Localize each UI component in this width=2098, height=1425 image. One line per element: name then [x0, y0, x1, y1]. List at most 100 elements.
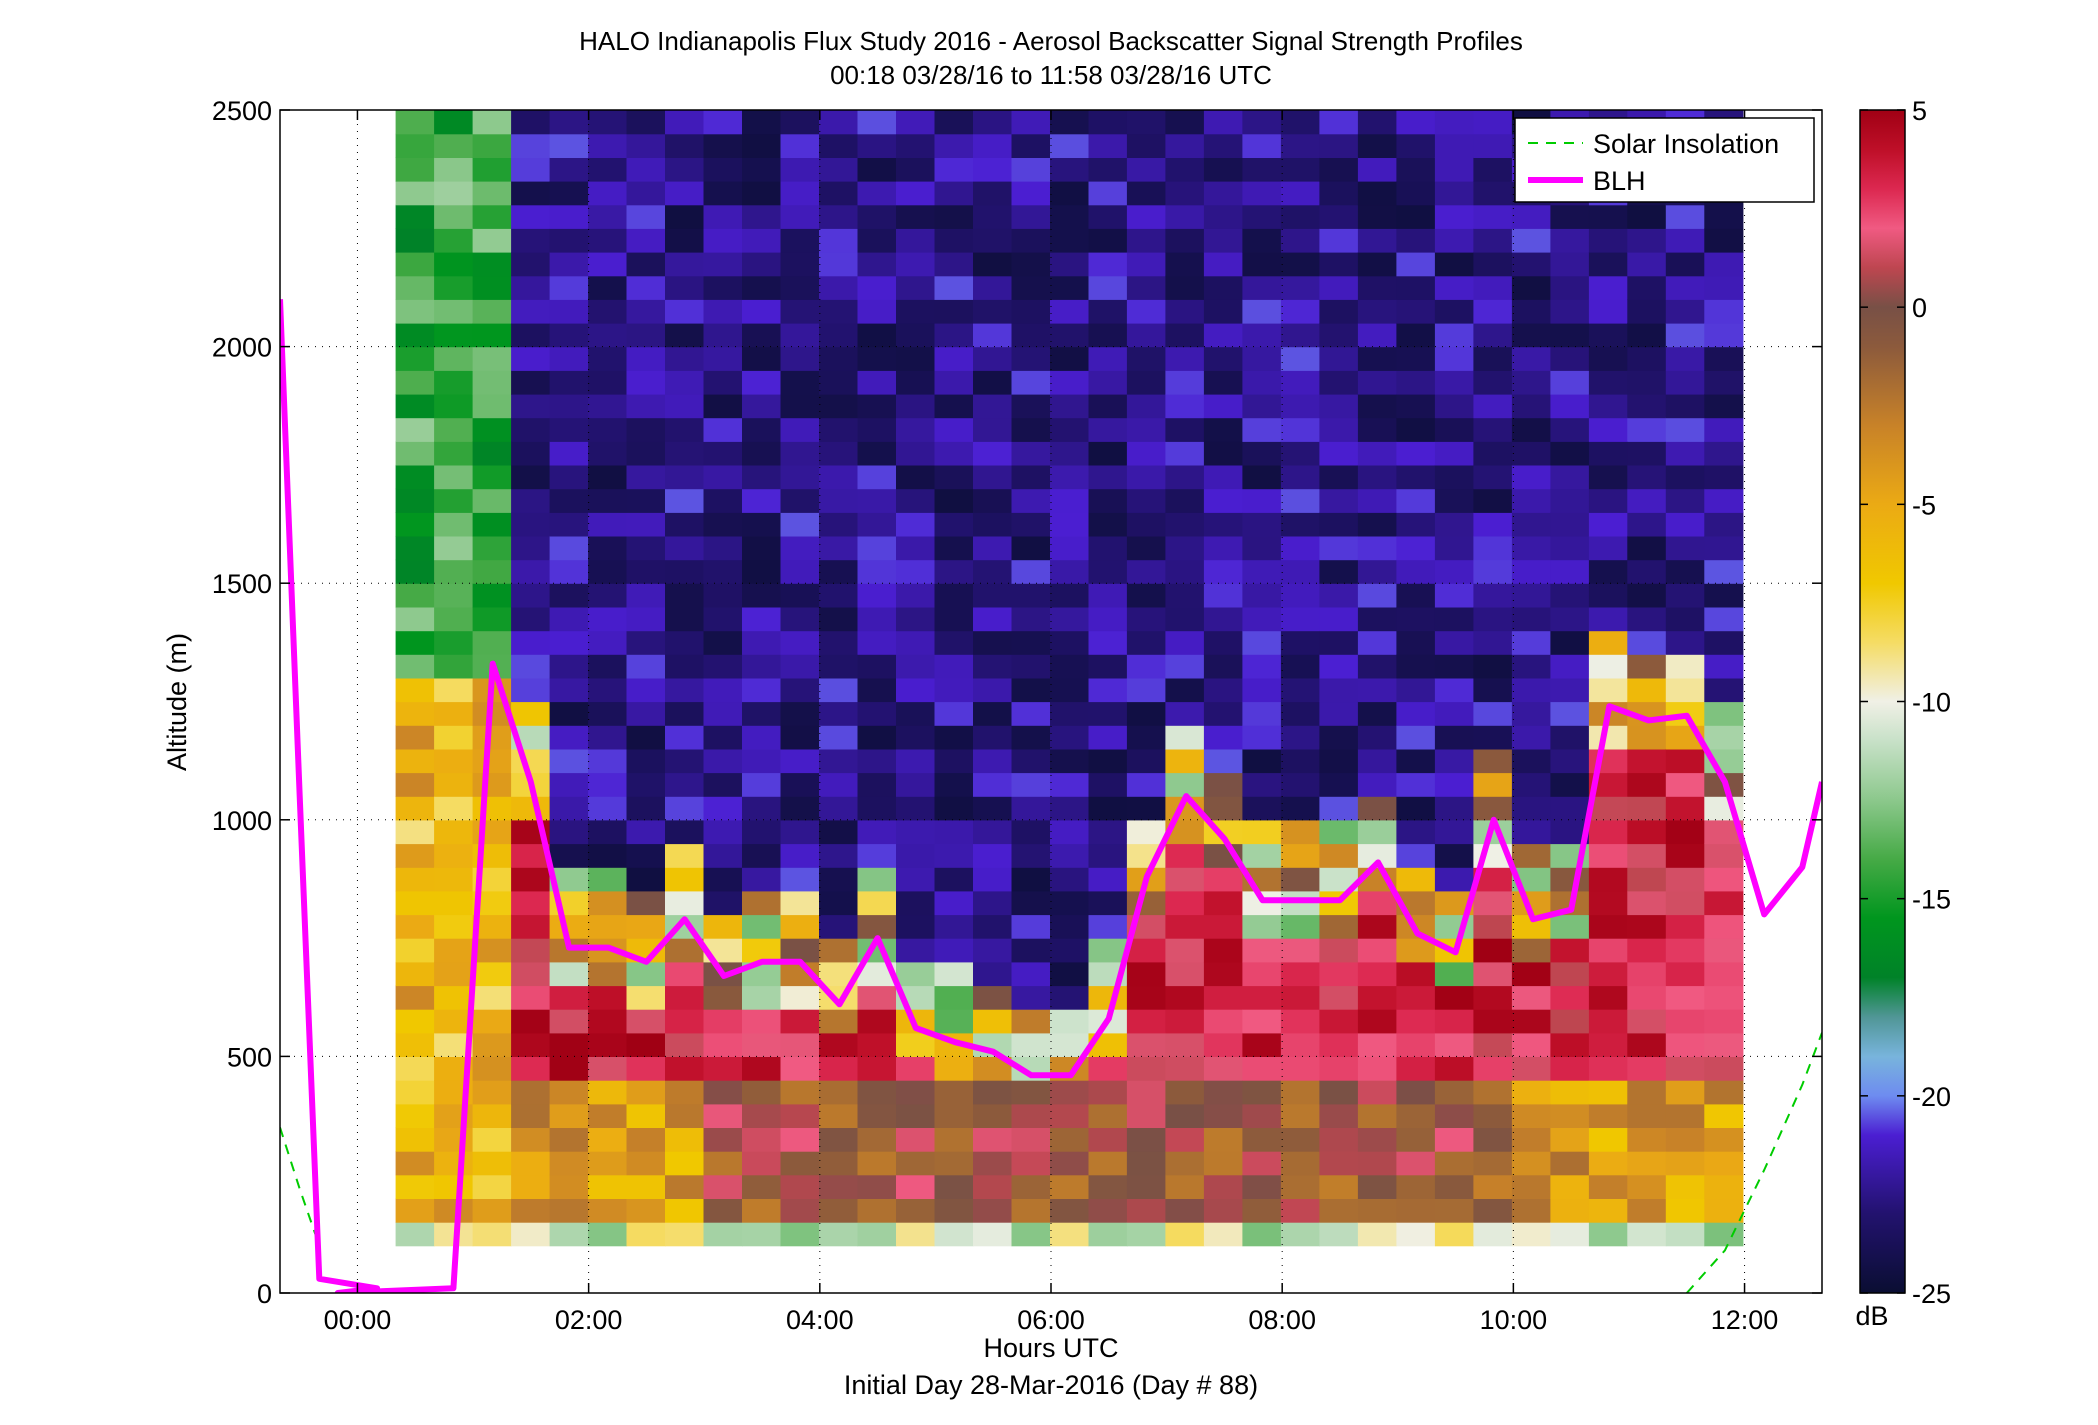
heatmap-cell: [665, 867, 705, 892]
heatmap-cell: [1396, 985, 1436, 1010]
heatmap-cell: [472, 796, 512, 821]
heatmap-cell: [742, 1198, 782, 1223]
heatmap-cell: [780, 985, 820, 1010]
heatmap-cell: [1088, 843, 1128, 868]
heatmap-cell: [1319, 1103, 1359, 1128]
heatmap-cell: [626, 370, 666, 395]
heatmap-cell: [665, 157, 705, 182]
heatmap-cell: [472, 417, 512, 442]
heatmap-cell: [626, 654, 666, 679]
heatmap-cell: [472, 204, 512, 229]
heatmap-cell: [742, 1080, 782, 1105]
heatmap-cell: [819, 488, 859, 513]
heatmap-cell: [1011, 559, 1051, 584]
heatmap-cell: [1627, 606, 1667, 632]
y-axis-label: Altitude (m): [162, 633, 192, 771]
heatmap-cell: [1203, 322, 1243, 348]
heatmap-cell: [1434, 1127, 1474, 1152]
heatmap-cell: [1588, 299, 1628, 324]
heatmap-cell: [1165, 1032, 1205, 1057]
heatmap-cell: [1550, 1009, 1590, 1034]
heatmap-cell: [973, 914, 1013, 939]
heatmap-cell: [742, 535, 782, 561]
heatmap-cell: [1280, 701, 1320, 726]
heatmap-cell: [1704, 535, 1744, 561]
heatmap-cell: [626, 867, 666, 892]
heatmap-cell: [395, 157, 435, 182]
heatmap-cell: [1434, 772, 1474, 797]
heatmap-cell: [1434, 1103, 1474, 1128]
heatmap-cell: [1203, 346, 1243, 371]
heatmap-cell: [1588, 819, 1628, 845]
heatmap-cell: [780, 1174, 820, 1199]
heatmap-cell: [1627, 772, 1667, 797]
heatmap-cell: [1473, 441, 1513, 466]
heatmap-cell: [588, 252, 628, 277]
heatmap-cell: [511, 204, 551, 229]
heatmap-cell: [626, 1222, 666, 1247]
heatmap-cell: [1396, 370, 1436, 395]
heatmap-cell: [1627, 1080, 1667, 1105]
heatmap-cell: [896, 110, 936, 135]
heatmap-cell: [434, 157, 474, 182]
heatmap-cell: [1665, 512, 1705, 537]
heatmap-cell: [1473, 890, 1513, 916]
heatmap-cell: [1280, 1222, 1320, 1247]
heatmap-cell: [1357, 1222, 1397, 1247]
heatmap-cell: [896, 512, 936, 537]
heatmap-cell: [472, 819, 512, 845]
heatmap-cell: [1088, 654, 1128, 679]
heatmap-cell: [1550, 1174, 1590, 1199]
heatmap-cell: [665, 606, 705, 632]
heatmap-cell: [1319, 346, 1359, 371]
heatmap-cell: [1511, 701, 1551, 726]
heatmap-cell: [780, 157, 820, 182]
heatmap-cell: [395, 1222, 435, 1247]
heatmap-cell: [665, 583, 705, 608]
heatmap-cell: [1550, 796, 1590, 821]
heatmap-cell: [1280, 985, 1320, 1010]
heatmap-cell: [1203, 1127, 1243, 1152]
heatmap-cell: [742, 677, 782, 703]
heatmap-cell: [857, 748, 897, 774]
heatmap-cell: [1511, 772, 1551, 797]
heatmap-cell: [1011, 1198, 1051, 1223]
heatmap-cell: [703, 488, 743, 513]
heatmap-cell: [1473, 654, 1513, 679]
heatmap-cell: [549, 133, 589, 158]
heatmap-cell: [588, 701, 628, 726]
heatmap-cell: [1319, 417, 1359, 442]
heatmap-cell: [1396, 228, 1436, 253]
heatmap-cell: [472, 559, 512, 584]
heatmap-cell: [1203, 441, 1243, 466]
x-tick-label: 08:00: [1248, 1305, 1316, 1335]
colorbar-tick-label: 0: [1912, 293, 1927, 323]
heatmap-cell: [703, 181, 743, 206]
heatmap-cell: [1588, 630, 1628, 655]
heatmap-cell: [626, 346, 666, 371]
heatmap-cell: [511, 1103, 551, 1128]
heatmap-cell: [588, 370, 628, 395]
heatmap-cell: [703, 110, 743, 135]
heatmap-cell: [1050, 867, 1090, 892]
heatmap-cell: [395, 1151, 435, 1176]
heatmap-cell: [1011, 1127, 1051, 1152]
heatmap-cell: [819, 204, 859, 229]
heatmap-cell: [973, 819, 1013, 845]
heatmap-cell: [1434, 583, 1474, 608]
heatmap-cell: [472, 275, 512, 300]
heatmap-cell: [1203, 1056, 1243, 1081]
heatmap-cell: [434, 299, 474, 324]
heatmap-cell: [1704, 725, 1744, 750]
heatmap-cell: [1665, 1032, 1705, 1057]
heatmap-cell: [1665, 322, 1705, 348]
heatmap-cell: [1473, 701, 1513, 726]
heatmap-cell: [1473, 1056, 1513, 1081]
heatmap-cell: [1126, 890, 1166, 916]
heatmap-cell: [1357, 961, 1397, 987]
heatmap-cell: [742, 583, 782, 608]
heatmap-cell: [1434, 654, 1474, 679]
heatmap-cell: [1588, 654, 1628, 679]
solar-insolation-line: [280, 1127, 321, 1247]
heatmap-cell: [472, 748, 512, 774]
